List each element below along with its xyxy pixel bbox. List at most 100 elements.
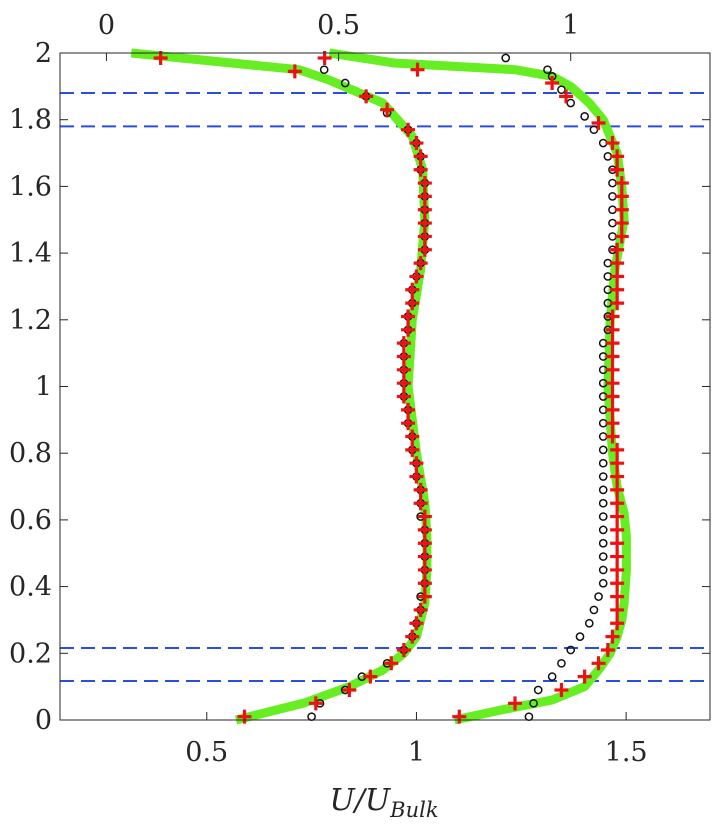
plus-marker xyxy=(413,602,428,617)
plus-marker xyxy=(405,442,420,457)
plus-marker xyxy=(396,349,411,364)
plus-marker xyxy=(417,549,432,564)
x-axis-label-subscript: Bulk xyxy=(389,798,438,822)
plus-marker xyxy=(413,162,428,177)
data-series xyxy=(130,48,631,725)
plus-marker xyxy=(410,62,425,77)
plus-marker xyxy=(610,456,625,471)
plus-marker xyxy=(614,216,629,231)
circle-marker xyxy=(580,112,589,121)
circle-marker xyxy=(557,85,566,95)
plus-marker xyxy=(417,189,432,204)
plus-marker xyxy=(342,682,357,697)
plus-marker xyxy=(610,296,625,311)
plus-marker xyxy=(384,656,399,671)
plus-marker xyxy=(605,309,620,324)
plus-marker xyxy=(396,362,411,377)
circle-marker xyxy=(340,78,350,88)
plus-marker xyxy=(605,429,620,444)
plus-marker xyxy=(614,229,629,244)
plus-marker xyxy=(614,202,629,217)
plus-marker xyxy=(413,496,428,511)
plus-marker xyxy=(605,322,620,337)
plus-marker xyxy=(396,642,411,657)
plus-marker xyxy=(610,469,625,484)
plus-marker xyxy=(610,576,625,591)
plus-marker xyxy=(405,629,420,644)
plus-marker xyxy=(417,522,432,537)
circle-marker xyxy=(566,98,576,108)
plus-marker xyxy=(401,322,416,337)
series-line-0 xyxy=(130,48,432,725)
x-tick-label-bottom: 1 xyxy=(408,737,425,768)
plus-marker xyxy=(614,176,629,191)
plus-marker xyxy=(409,136,424,151)
plus-marker xyxy=(545,76,560,91)
x-tick-label-bottom: 0.5 xyxy=(185,737,228,768)
plus-marker xyxy=(405,429,420,444)
plus-marker xyxy=(308,696,323,711)
plus-marker xyxy=(359,89,374,104)
plus-marker xyxy=(610,256,625,271)
circle-marker xyxy=(589,605,599,615)
plus-marker xyxy=(417,536,432,551)
plus-marker xyxy=(363,669,378,684)
circle-marker xyxy=(598,538,608,548)
plus-marker xyxy=(610,589,625,604)
plus-marker xyxy=(417,509,432,524)
plus-marker xyxy=(605,402,620,417)
plus-marker xyxy=(417,202,432,217)
plus-marker xyxy=(413,256,428,271)
x-axis-label: U/UBulk xyxy=(329,783,438,822)
plus-marker xyxy=(417,229,432,244)
y-tick-label: 2 xyxy=(35,38,52,69)
y-tick-label: 0.2 xyxy=(9,638,52,669)
plus-marker xyxy=(610,269,625,284)
x-tick-label-bottom: 1.5 xyxy=(605,737,648,768)
plus-marker xyxy=(610,616,625,631)
circle-marker xyxy=(529,698,538,708)
reference-lines xyxy=(60,92,710,682)
axes xyxy=(59,52,711,721)
circle-marker xyxy=(547,672,557,681)
x-axis-label-main: U/U xyxy=(329,783,391,818)
circle-marker xyxy=(524,712,534,722)
plus-marker xyxy=(610,536,625,551)
plus-marker xyxy=(417,562,432,577)
x-tick-label-top: 1 xyxy=(562,10,579,41)
circle-marker xyxy=(598,485,608,495)
plus-marker xyxy=(287,64,302,79)
y-tick-label: 1.8 xyxy=(9,105,52,136)
circle-marker xyxy=(598,458,608,468)
circle-marker xyxy=(584,618,594,628)
plus-marker xyxy=(237,709,252,724)
circle-marker xyxy=(566,645,576,655)
circle-marker xyxy=(598,565,608,575)
y-tick-label: 0 xyxy=(35,705,52,736)
circle-marker xyxy=(594,592,603,601)
plus-marker xyxy=(417,589,432,604)
plus-marker xyxy=(401,309,416,324)
y-tick-label: 1.6 xyxy=(9,171,52,202)
plus-marker xyxy=(610,162,625,177)
plus-marker xyxy=(409,269,424,284)
circle-marker xyxy=(319,65,329,75)
plus-marker xyxy=(405,282,420,297)
plus-marker xyxy=(605,389,620,404)
circle-marker xyxy=(598,445,608,455)
plus-marker xyxy=(605,376,620,391)
plus-marker xyxy=(401,416,416,431)
x-tick-label-top: 0.5 xyxy=(317,10,360,41)
plus-marker xyxy=(417,176,432,191)
circle-marker xyxy=(533,685,543,695)
plus-marker xyxy=(417,216,432,231)
plus-marker xyxy=(605,349,620,364)
plus-marker xyxy=(417,242,432,257)
tick-labels: 0 0.2 0.4 0.6 0.8 1 1.2 1.4 1.6 1.8 2 0.5 1 1.5 0 0.5 1 xyxy=(9,10,648,768)
plus-marker xyxy=(591,116,606,131)
y-tick-label: 1 xyxy=(35,372,52,403)
plus-marker xyxy=(610,442,625,457)
plus-marker xyxy=(396,376,411,391)
plus-marker xyxy=(380,102,395,117)
plus-marker xyxy=(610,282,625,297)
